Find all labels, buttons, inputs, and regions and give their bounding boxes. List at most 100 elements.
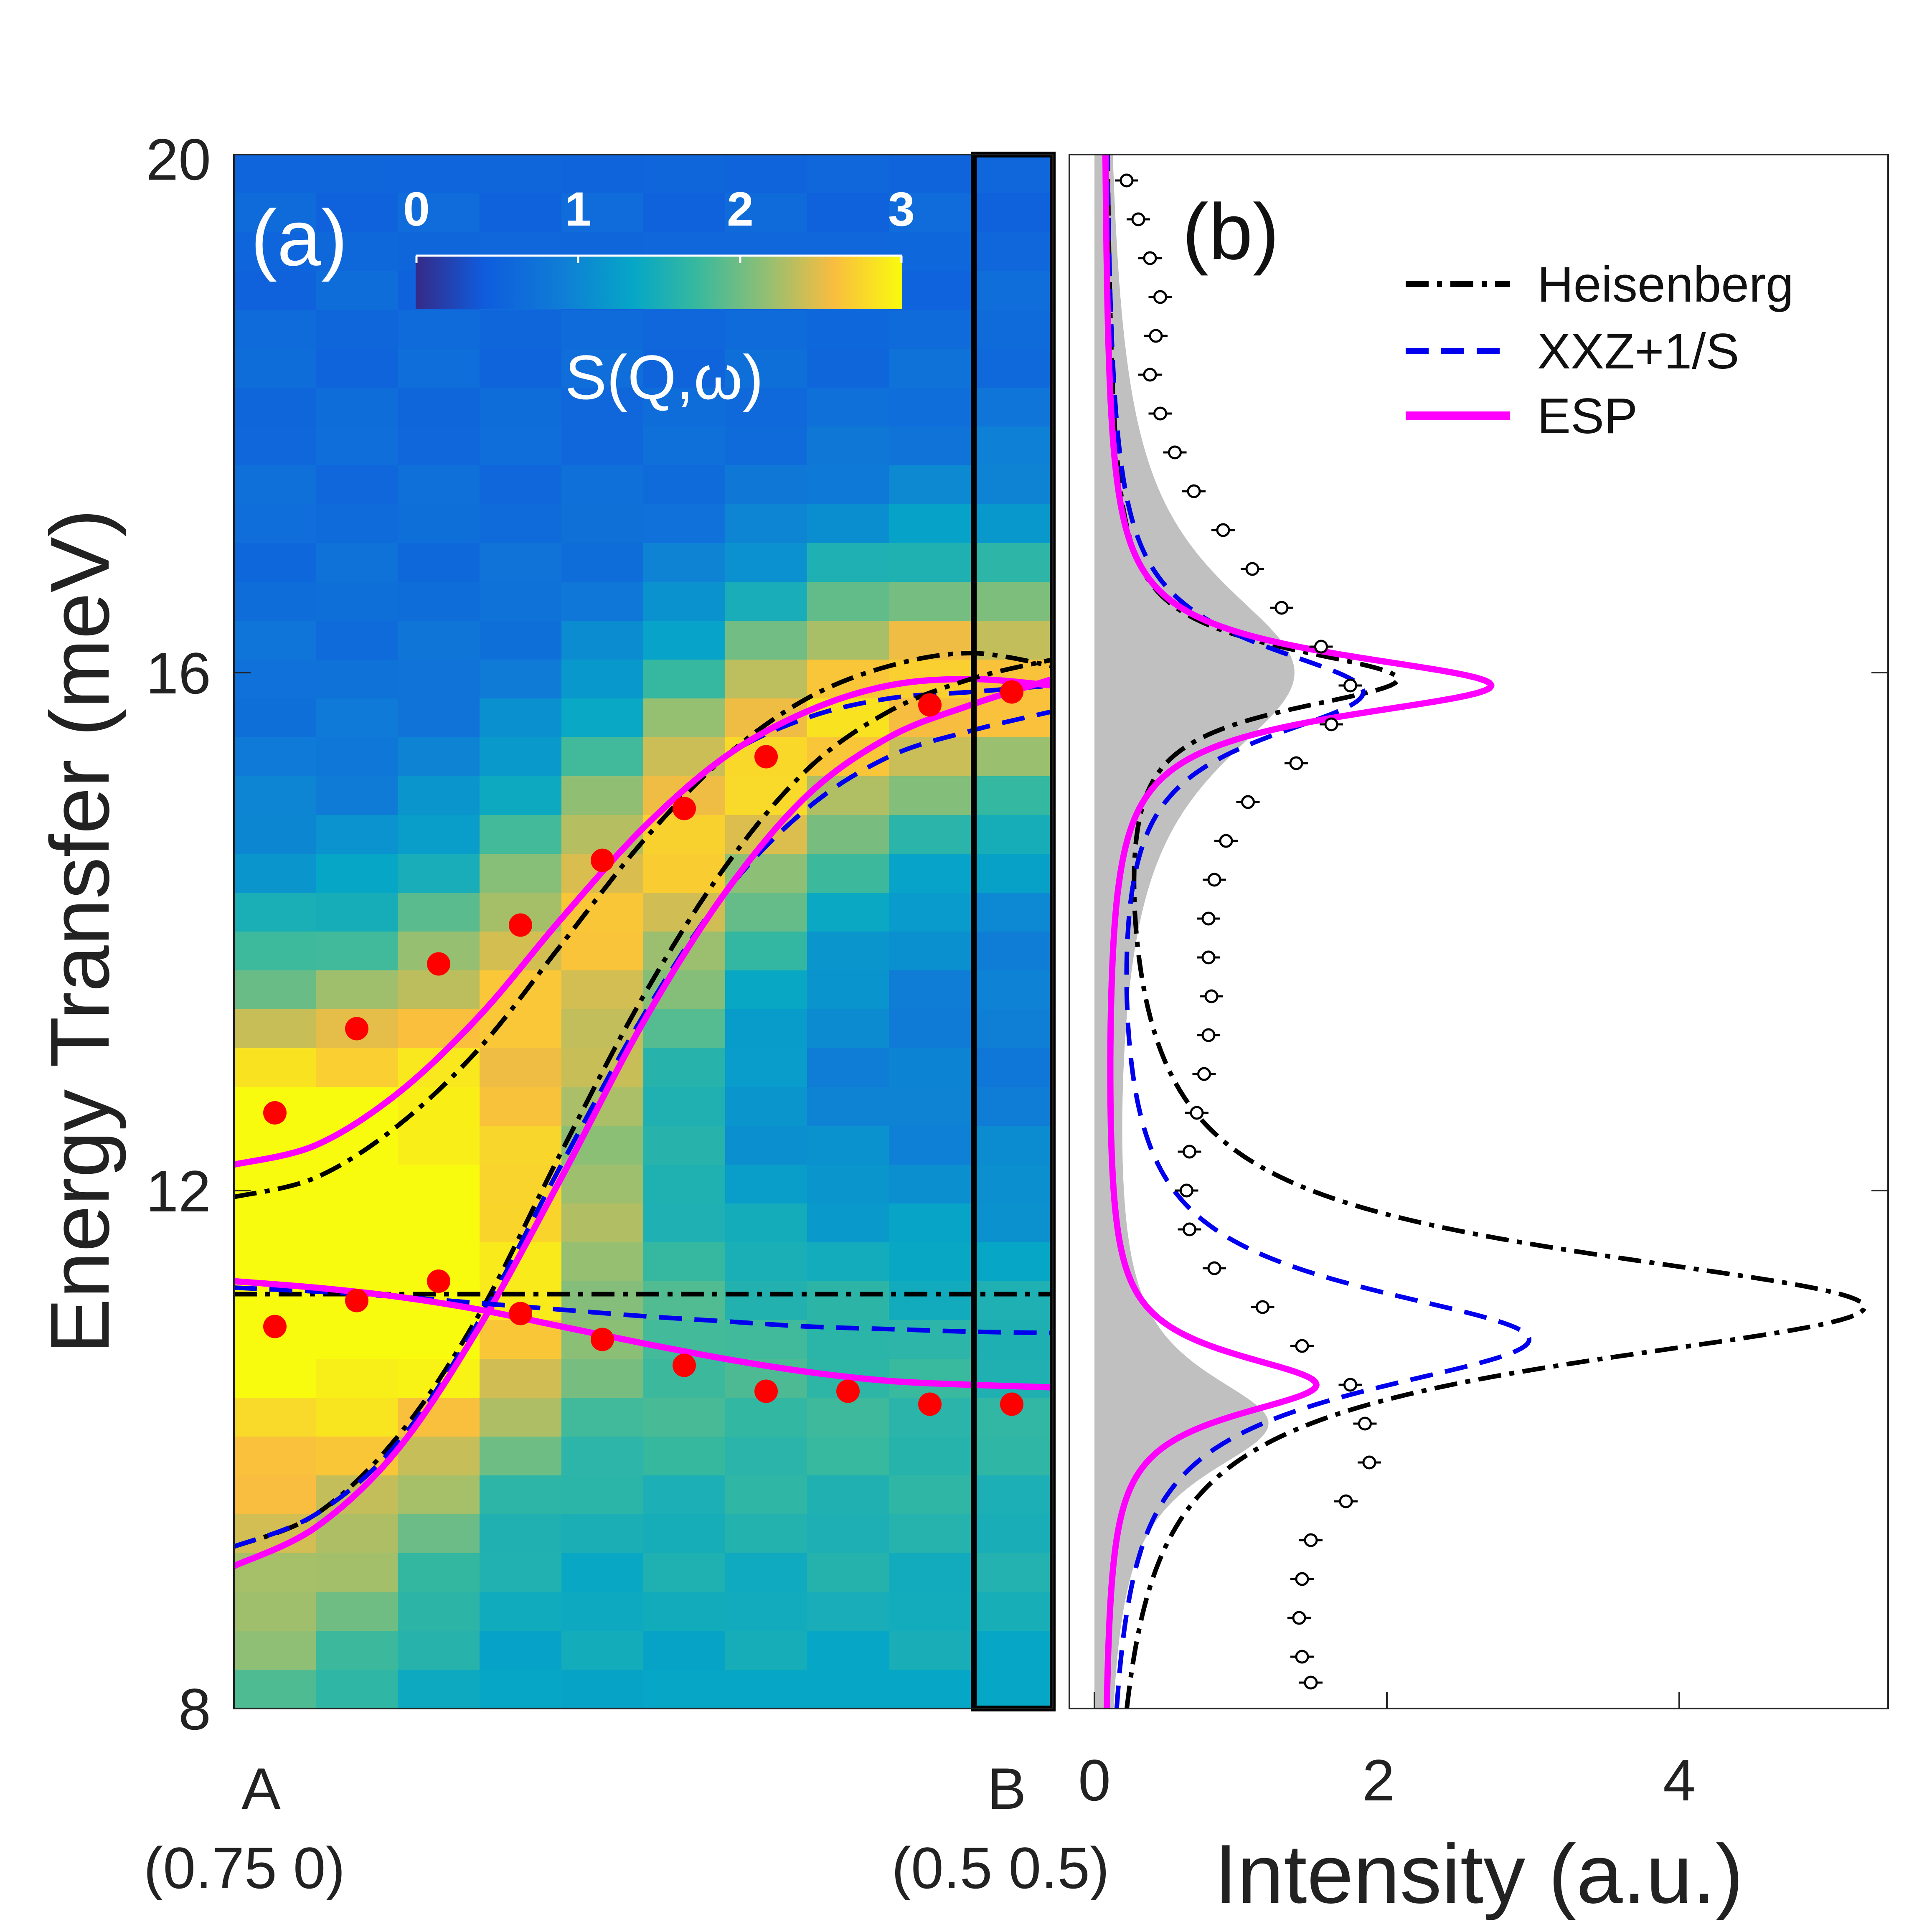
curve-esp-flat — [234, 1278, 1053, 1391]
heatmap-cell — [234, 310, 316, 349]
heatmap-cell — [561, 1437, 644, 1476]
heatmap-cell — [889, 310, 971, 349]
heatmap-cell — [889, 465, 971, 505]
heatmap-cell — [807, 1670, 889, 1709]
peak-marker-lower — [1000, 1392, 1023, 1416]
heatmap-cell — [316, 698, 398, 738]
heatmap-cell — [480, 1398, 562, 1437]
heatmap-cell — [561, 1359, 644, 1398]
y-tick-label: 20 — [146, 127, 211, 192]
heatmap-cell — [643, 1203, 726, 1243]
heatmap-cell — [398, 815, 480, 854]
heatmap-cell — [480, 1631, 562, 1670]
heatmap-cell — [725, 932, 807, 971]
intensity-curve-esp — [1102, 155, 1495, 1709]
data-point — [1197, 950, 1220, 965]
heatmap-cell — [971, 349, 1053, 388]
data-point-marker — [1304, 1676, 1318, 1690]
heatmap-cell — [971, 1009, 1053, 1049]
peak-marker-upper — [427, 952, 450, 976]
peak-marker-upper — [918, 693, 942, 717]
heatmap-cell — [480, 1048, 562, 1087]
data-point — [1334, 1494, 1358, 1508]
heatmap-cell — [480, 310, 562, 349]
heatmap-cell — [807, 582, 889, 621]
resolution-area — [1094, 155, 1295, 1709]
heatmap-cell — [889, 1203, 971, 1243]
heatmap-cell — [398, 582, 480, 621]
heatmap-cell — [398, 1592, 480, 1631]
data-point — [1200, 989, 1223, 1003]
heatmap-cell — [480, 1514, 562, 1554]
heatmap-cell — [316, 1048, 398, 1087]
x-axis-label: Intensity (a.u.) — [1214, 1828, 1743, 1921]
panel-b-lineplot: 0 2 4 Intensity (a.u.) (b) Heisenberg XX… — [1069, 154, 1889, 1921]
heatmap-cell — [643, 1281, 726, 1320]
heatmap-cell — [316, 1670, 398, 1709]
data-point-marker — [1180, 1183, 1193, 1198]
curve-esp-upper — [234, 676, 1053, 1168]
x-axis: A (0.75 0) B (0.5 0.5) — [144, 1756, 1109, 1901]
heatmap-cell — [807, 1592, 889, 1631]
heatmap-cell — [643, 815, 726, 854]
y-axis: 20 16 12 8 Energy Transfer (meV) — [33, 127, 251, 1742]
fitted-peak-markers — [263, 680, 1023, 1416]
heatmap-cell — [316, 427, 398, 466]
heatmap-cell — [561, 1242, 644, 1282]
heatmap-cell — [316, 621, 398, 660]
heatmap-cell — [561, 1398, 644, 1437]
heatmap-cell — [561, 621, 644, 660]
heatmap-cell — [889, 193, 971, 233]
heatmap-cell — [889, 388, 971, 427]
heatmap-cell — [725, 1242, 807, 1282]
heatmap-cell — [889, 582, 971, 621]
heatmap-cell — [398, 543, 480, 582]
heatmap-cell — [971, 582, 1053, 621]
heatmap-cell — [480, 155, 562, 194]
heatmap-cell — [398, 1631, 480, 1670]
peak-marker-lower — [263, 1315, 287, 1338]
data-point — [1320, 717, 1343, 731]
heatmap-cell — [725, 349, 807, 388]
heatmap-cell — [643, 621, 726, 660]
heatmap-cell — [725, 660, 807, 699]
heatmap-cell — [561, 1592, 644, 1631]
heatmap-cell — [725, 893, 807, 932]
heatmap-cell — [234, 660, 316, 699]
peak-marker-upper — [263, 1101, 287, 1125]
data-point-marker — [1207, 1261, 1221, 1275]
heatmap-cell — [807, 427, 889, 466]
heatmap-cell — [398, 1087, 480, 1126]
heatmap-cell — [398, 660, 480, 699]
heatmap-cell — [807, 1087, 889, 1126]
x-tick-sublabel-a: (0.75 0) — [144, 1835, 345, 1901]
heatmap-cell — [807, 465, 889, 505]
heatmap-cell — [561, 698, 644, 738]
heatmap-cell — [889, 543, 971, 582]
data-point-marker — [1149, 329, 1163, 343]
heatmap-cell — [316, 815, 398, 854]
colorbar-tick-label: 2 — [727, 183, 754, 236]
heatmap-cell — [316, 1242, 398, 1282]
heatmap-cell — [316, 1398, 398, 1437]
heatmap-cell — [234, 1009, 316, 1049]
data-point-marker — [1153, 290, 1167, 304]
data-point — [1163, 445, 1187, 460]
heatmap-cell — [725, 1009, 807, 1049]
heatmap-cell — [561, 349, 644, 388]
heatmap-cell — [398, 893, 480, 932]
heatmap-cell — [561, 427, 644, 466]
data-point — [1197, 1028, 1220, 1042]
heatmap-cell — [398, 310, 480, 349]
heatmap-cell — [971, 776, 1053, 815]
heatmap-cell — [398, 465, 480, 505]
heatmap-cell — [725, 1592, 807, 1631]
data-point — [1138, 368, 1162, 382]
heatmap-cell — [643, 388, 726, 427]
heatmap-cell — [725, 1126, 807, 1165]
heatmap-cell — [971, 427, 1053, 466]
heatmap-cell — [480, 1009, 562, 1049]
data-point — [1178, 1222, 1201, 1236]
heatmap-cell — [480, 1359, 562, 1398]
heatmap-cell — [971, 504, 1053, 543]
